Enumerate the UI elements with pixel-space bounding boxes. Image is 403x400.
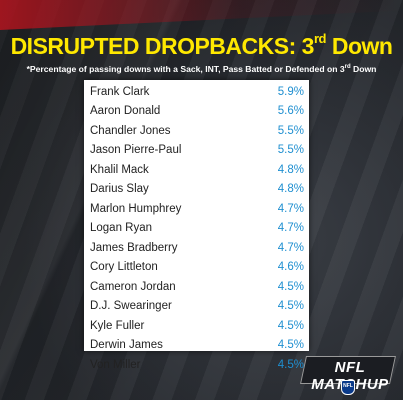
player-percentage: 4.5% — [277, 319, 304, 332]
player-name: Logan Ryan — [90, 222, 153, 235]
player-percentage: 4.5% — [277, 358, 304, 371]
player-name: Marlon Humphrey — [90, 202, 182, 215]
player-name: Chandler Jones — [90, 124, 171, 137]
player-name: Jason Pierre-Paul — [90, 144, 182, 157]
chart-subtitle: *Percentage of passing downs with a Sack… — [26, 64, 377, 74]
stats-table: Frank Clark 5.9% Aaron Donald 5.6% Chandler … — [84, 80, 309, 371]
player-percentage: 5.5% — [277, 144, 304, 157]
player-percentage: 4.7% — [277, 222, 304, 235]
player-name: Aaron Donald — [90, 105, 161, 118]
table-row: D.J. Swearinger 4.5% — [84, 297, 309, 317]
table-row: Khalil Mack 4.8% — [84, 160, 309, 180]
player-percentage: 4.8% — [277, 163, 304, 176]
player-name: Darius Slay — [90, 183, 149, 196]
table-row: Jason Pierre-Paul 5.5% — [84, 141, 309, 161]
table-row: Cory Littleton 4.6% — [84, 258, 309, 278]
table-row: Derwin James 4.5% — [84, 336, 309, 356]
player-percentage: 4.8% — [277, 183, 304, 196]
nfl-shield-icon: NFL — [341, 380, 355, 395]
player-percentage: 4.5% — [277, 300, 304, 313]
player-percentage: 4.7% — [277, 202, 304, 215]
player-name: Cameron Jordan — [90, 280, 176, 293]
player-percentage: 4.5% — [277, 280, 304, 293]
player-name: Von Miller — [90, 358, 141, 371]
player-name: Cory Littleton — [90, 261, 158, 274]
player-percentage: 4.7% — [277, 241, 304, 254]
table-row: Aaron Donald 5.6% — [84, 102, 309, 122]
player-name: D.J. Swearinger — [90, 300, 172, 313]
nfl-matchup-logo: NFL MATCHUP NFL — [300, 352, 396, 395]
table-row: Frank Clark 5.9% — [84, 82, 309, 102]
table-row: Darius Slay 4.8% — [84, 180, 309, 200]
player-percentage: 4.5% — [277, 339, 304, 352]
table-row: Cameron Jordan 4.5% — [84, 277, 309, 297]
player-name: Kyle Fuller — [90, 319, 145, 332]
player-percentage: 5.6% — [277, 105, 304, 118]
table-row: Von Miller 4.5% — [84, 355, 309, 375]
table-row: Chandler Jones 5.5% — [84, 121, 309, 141]
player-percentage: 5.9% — [277, 85, 304, 98]
table-row: Kyle Fuller 4.5% — [84, 316, 309, 336]
player-name: Derwin James — [90, 339, 163, 352]
table-row: James Bradberry 4.7% — [84, 238, 309, 258]
chart-title: DISRUPTED DROPBACKS: 3rd Down — [10, 31, 393, 59]
player-name: Khalil Mack — [90, 163, 149, 176]
table-row: Marlon Humphrey 4.7% — [84, 199, 309, 219]
player-name: Frank Clark — [90, 85, 150, 98]
player-name: James Bradberry — [90, 241, 178, 254]
table-row: Logan Ryan 4.7% — [84, 219, 309, 239]
player-percentage: 5.5% — [277, 124, 304, 137]
player-percentage: 4.6% — [277, 261, 304, 274]
